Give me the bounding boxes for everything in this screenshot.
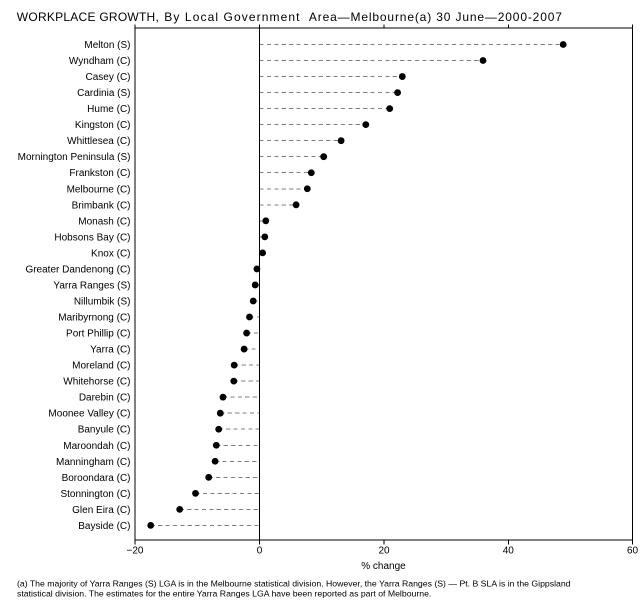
svg-text:Whitehorse (C): Whitehorse (C)	[63, 377, 130, 388]
svg-text:Greater Dandenong (C): Greater Dandenong (C)	[25, 264, 130, 275]
svg-text:Hobsons Bay (C): Hobsons Bay (C)	[54, 232, 130, 243]
svg-text:Mornington Peninsula (S): Mornington Peninsula (S)	[18, 152, 131, 163]
svg-text:Yarra (C): Yarra (C)	[90, 345, 130, 356]
svg-text:Banyule (C): Banyule (C)	[78, 425, 131, 436]
svg-text:Area—Melbourne(a) 30 June—2000: Area—Melbourne(a) 30 June—2000-2007	[309, 10, 563, 24]
svg-text:0: 0	[257, 546, 263, 557]
svg-text:Glen Eira (C): Glen Eira (C)	[72, 505, 130, 516]
svg-text:Wyndham (C): Wyndham (C)	[69, 56, 131, 67]
svg-text:Monash (C): Monash (C)	[78, 216, 130, 227]
svg-text:Knox (C): Knox (C)	[91, 248, 130, 259]
svg-text:Brimbank (C): Brimbank (C)	[72, 200, 131, 211]
svg-text:40: 40	[503, 546, 515, 557]
svg-text:Frankston (C): Frankston (C)	[69, 168, 130, 179]
svg-text:Kingston (C): Kingston (C)	[75, 120, 131, 131]
svg-text:Maribyrnong (C): Maribyrnong (C)	[58, 313, 130, 324]
svg-text:Melton (S): Melton (S)	[84, 40, 130, 51]
svg-text:Maroondah (C): Maroondah (C)	[63, 441, 130, 452]
svg-text:(a) The majority of Yarra Rang: (a) The majority of Yarra Ranges (S) LGA…	[17, 579, 571, 589]
svg-text:Casey (C): Casey (C)	[85, 72, 130, 83]
svg-text:Stonnington (C): Stonnington (C)	[60, 489, 130, 500]
svg-text:% change: % change	[361, 561, 406, 572]
svg-text:Nillumbik (S): Nillumbik (S)	[74, 296, 131, 307]
svg-text:Hume (C): Hume (C)	[87, 104, 130, 115]
svg-text:Darebin (C): Darebin (C)	[79, 393, 131, 404]
svg-text:Moreland (C): Moreland (C)	[72, 361, 130, 372]
svg-text:Cardinia (S): Cardinia (S)	[77, 88, 130, 99]
svg-text:Moonee Valley (C): Moonee Valley (C)	[48, 409, 130, 420]
svg-text:−20: −20	[127, 546, 144, 557]
svg-text:Yarra Ranges (S): Yarra Ranges (S)	[53, 280, 130, 291]
svg-text:statistical division. The esti: statistical division. The estimates for …	[17, 589, 431, 599]
svg-text:Manningham (C): Manningham (C)	[56, 457, 130, 468]
svg-text:Whittlesea (C): Whittlesea (C)	[67, 136, 130, 147]
svg-text:Port Phillip (C): Port Phillip (C)	[66, 329, 130, 340]
svg-text:Boroondara (C): Boroondara (C)	[62, 473, 131, 484]
svg-text:By Local Government: By Local Government	[164, 10, 300, 24]
svg-text:20: 20	[378, 546, 390, 557]
svg-text:Bayside (C): Bayside (C)	[78, 521, 130, 532]
svg-text:Melbourne (C): Melbourne (C)	[67, 184, 131, 195]
svg-text:60: 60	[627, 546, 639, 557]
svg-text:WORKPLACE GROWTH,: WORKPLACE GROWTH,	[17, 10, 159, 24]
